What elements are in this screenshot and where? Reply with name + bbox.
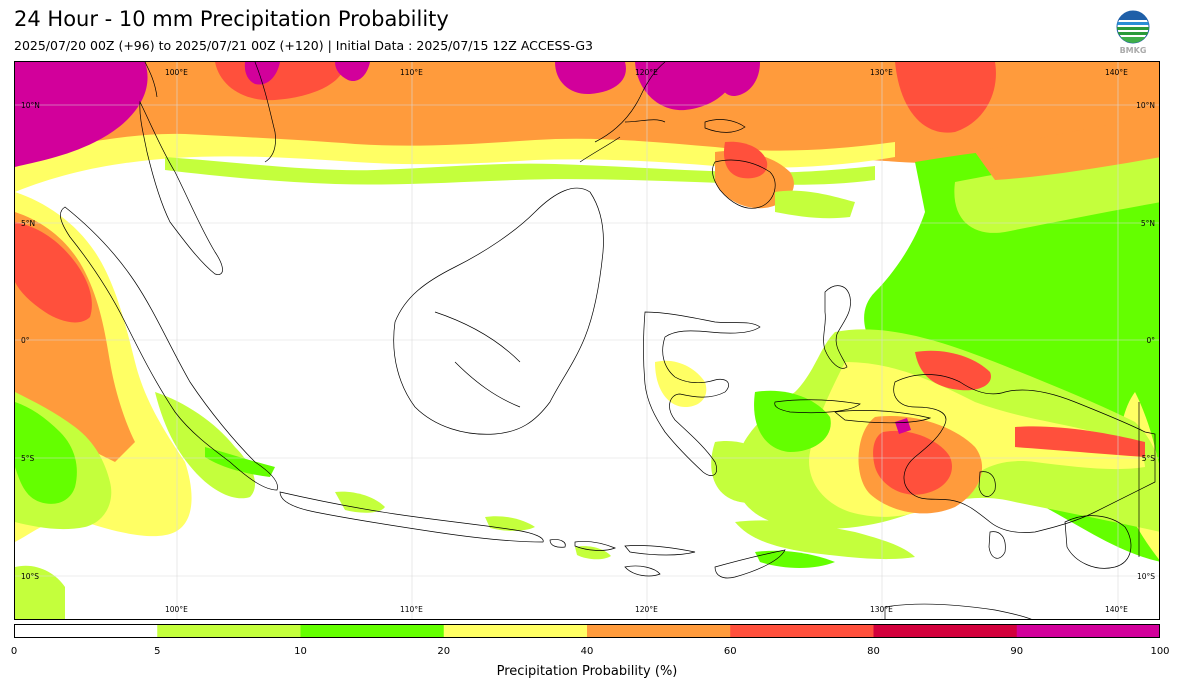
lon-label: 130°E — [870, 68, 893, 77]
figure-title: 24 Hour - 10 mm Precipitation Probabilit… — [14, 7, 449, 31]
colorbar-tick-label: 10 — [294, 646, 307, 657]
figure-subtitle: 2025/07/20 00Z (+96) to 2025/07/21 00Z (… — [14, 38, 593, 53]
colorbar-tick-label: 20 — [437, 646, 451, 657]
lon-label: 100°E — [165, 605, 188, 614]
logo-text: BMKG — [1120, 46, 1147, 55]
probability-field — [15, 62, 1159, 619]
bmkg-logo-icon: BMKG — [1114, 10, 1152, 56]
colorbar-tick-label: 40 — [580, 646, 594, 657]
graticule — [15, 62, 1159, 619]
lat-label: 10°N — [1136, 101, 1155, 110]
colorbar-segment — [873, 624, 1018, 638]
lat-label: 5°S — [1142, 454, 1156, 463]
colorbar-segment — [443, 624, 588, 638]
colorbar-segment — [300, 624, 445, 638]
colorbar-segment — [587, 624, 731, 638]
lon-label: 100°E — [165, 68, 188, 77]
lat-label: 10°S — [1137, 572, 1155, 581]
lat-label: 0° — [1146, 336, 1155, 345]
colorbar-tick-label: 60 — [723, 646, 737, 657]
lat-labels-left: 10°N 5°N 0° 5°S 10°S — [21, 101, 40, 581]
lon-label: 110°E — [400, 605, 423, 614]
lat-label: 10°N — [21, 101, 40, 110]
lon-label: 120°E — [635, 68, 658, 77]
colorbar-segments — [14, 624, 1160, 638]
map-canvas: 100°E 110°E 120°E 130°E 140°E 100°E 110°… — [15, 62, 1159, 619]
colorbar-tick-label: 100 — [1150, 646, 1170, 657]
colorbar-tick-label: 5 — [154, 646, 161, 657]
colorbar-tick-label: 80 — [867, 646, 880, 657]
lon-label: 110°E — [400, 68, 423, 77]
colorbar-segment — [157, 624, 301, 638]
colorbar-label: Precipitation Probability (%) — [496, 664, 678, 679]
lon-labels-top: 100°E 110°E 120°E 130°E 140°E — [165, 68, 1128, 77]
coastlines — [60, 62, 1156, 619]
lon-labels-bottom: 100°E 110°E 120°E 130°E 140°E — [165, 605, 1128, 614]
lon-label: 120°E — [635, 605, 658, 614]
lat-label: 10°S — [21, 572, 39, 581]
colorbar-tick-label: 90 — [1010, 646, 1024, 657]
lon-label: 130°E — [870, 605, 893, 614]
lat-label: 5°N — [21, 219, 35, 228]
lon-label: 140°E — [1105, 68, 1128, 77]
colorbar-tick-label: 0 — [10, 646, 18, 657]
colorbar-segment — [14, 624, 158, 638]
lat-label: 5°S — [21, 454, 35, 463]
colorbar — [14, 624, 1160, 638]
lat-labels-right: 10°N 5°N 0° 5°S 10°S — [1136, 101, 1155, 581]
precipitation-map[interactable]: 100°E 110°E 120°E 130°E 140°E 100°E 110°… — [14, 61, 1160, 620]
colorbar-segment — [730, 624, 874, 638]
colorbar-segment — [1016, 624, 1160, 638]
lon-label: 140°E — [1105, 605, 1128, 614]
lat-label: 5°N — [1141, 219, 1155, 228]
lat-label: 0° — [21, 336, 30, 345]
